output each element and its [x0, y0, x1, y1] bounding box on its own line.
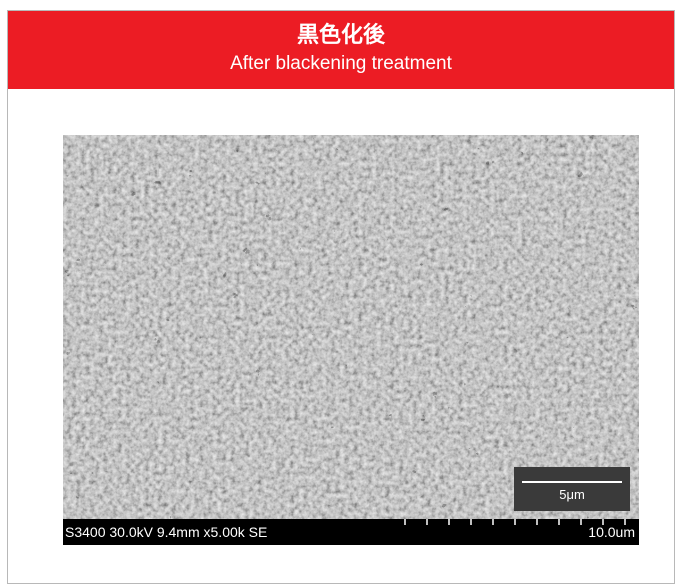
scale-ticks [404, 519, 626, 525]
scale-bar-box: 5μm [514, 467, 630, 511]
image-card: 黒色化後 After blackening treatment [7, 10, 675, 584]
sem-scale-value: 10.0um [588, 524, 635, 540]
sem-info-bar: S3400 30.0kV 9.4mm x5.00k SE 10.0um [63, 519, 639, 545]
scale-bar [522, 481, 622, 483]
sem-micrograph: 5μm S3400 30.0kV 9.4mm x5.00k [63, 135, 639, 545]
title-japanese: 黒色化後 [296, 23, 385, 48]
sem-image [63, 135, 639, 519]
header-banner: 黒色化後 After blackening treatment [8, 11, 674, 89]
sem-parameters: S3400 30.0kV 9.4mm x5.00k SE [65, 524, 268, 540]
scale-bar-label: 5μm [559, 487, 585, 502]
title-english: After blackening treatment [230, 53, 452, 74]
